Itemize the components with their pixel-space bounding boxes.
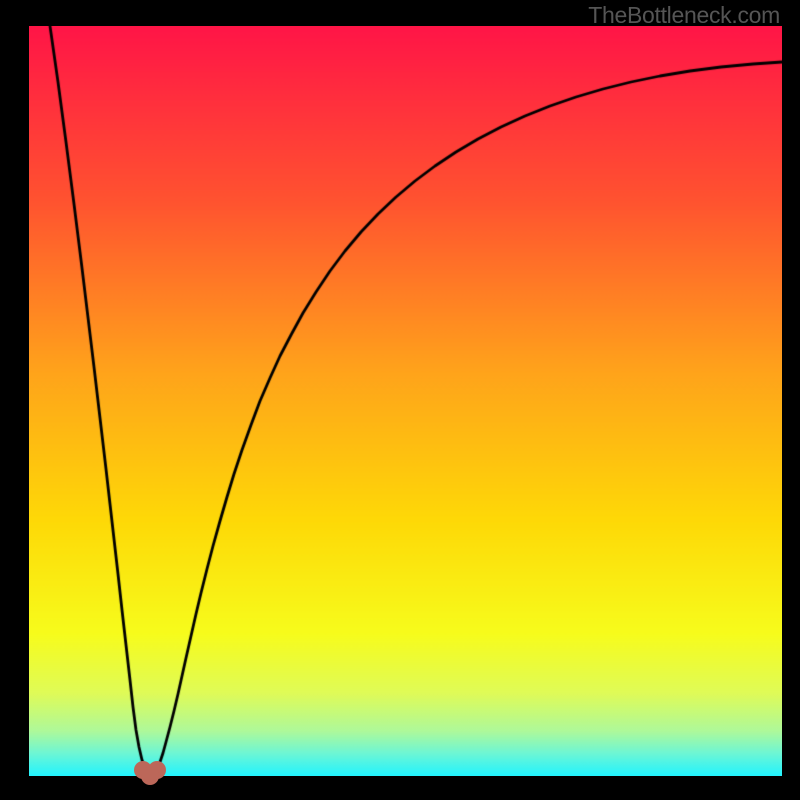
plot-area [29,26,782,776]
bottleneck-marker-icon [130,750,170,790]
bottleneck-marker [130,750,170,795]
gradient-heatmap-canvas [29,26,782,776]
watermark-text: TheBottleneck.com [588,2,780,29]
